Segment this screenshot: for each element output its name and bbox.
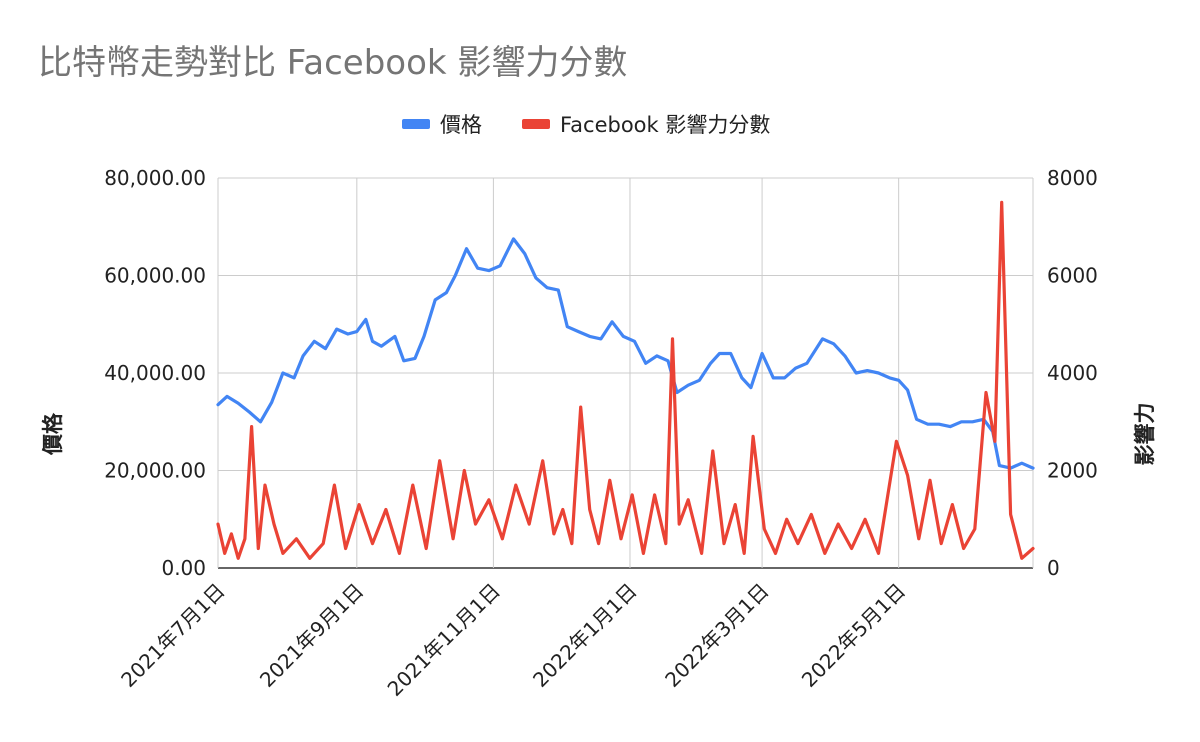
x-tick-label: 2021年7月1日: [116, 579, 229, 692]
x-tick-label: 2021年9月1日: [255, 579, 368, 692]
series-line-price: [216, 237, 1035, 470]
legend-swatch-price: [402, 119, 430, 129]
left-tick-label: 20,000.00: [104, 459, 206, 483]
plot-area: [216, 200, 1035, 560]
left-tick-label: 80,000.00: [104, 166, 206, 190]
right-axis-title: 影響力: [1133, 403, 1157, 466]
legend-label-price: 價格: [440, 113, 482, 137]
x-tick-label: 2022年5月1日: [797, 579, 910, 692]
gridlines: [217, 177, 1034, 569]
legend-label-facebook: Facebook 影響力分數: [560, 113, 770, 137]
right-tick-label: 8000: [1047, 166, 1098, 190]
left-tick-label: 60,000.00: [104, 264, 206, 288]
x-tick-label: 2022年1月1日: [528, 579, 641, 692]
x-axis-ticks: 2021年7月1日 2021年9月1日 2021年11月1日 2022年1月1日 202…: [116, 579, 910, 701]
right-tick-label: 6000: [1047, 264, 1098, 288]
right-axis-ticks: 0 2000 4000 6000 8000: [1047, 166, 1098, 580]
x-tick-label: 2021年11月1日: [383, 579, 505, 701]
x-tick-label: 2022年3月1日: [660, 579, 773, 692]
right-tick-label: 0: [1047, 556, 1060, 580]
left-axis-ticks: 0.00 20,000.00 40,000.00 60,000.00 80,000.00: [104, 166, 206, 580]
chart-title: 比特幣走勢對比 Facebook 影響力分數: [38, 43, 627, 83]
legend: 價格 Facebook 影響力分數: [402, 113, 770, 137]
right-tick-label: 2000: [1047, 459, 1098, 483]
series-line-facebook: [216, 200, 1035, 560]
right-tick-label: 4000: [1047, 361, 1098, 385]
left-tick-label: 0.00: [161, 556, 206, 580]
legend-swatch-facebook: [522, 119, 550, 129]
left-tick-label: 40,000.00: [104, 361, 206, 385]
left-axis-title: 價格: [41, 412, 65, 456]
